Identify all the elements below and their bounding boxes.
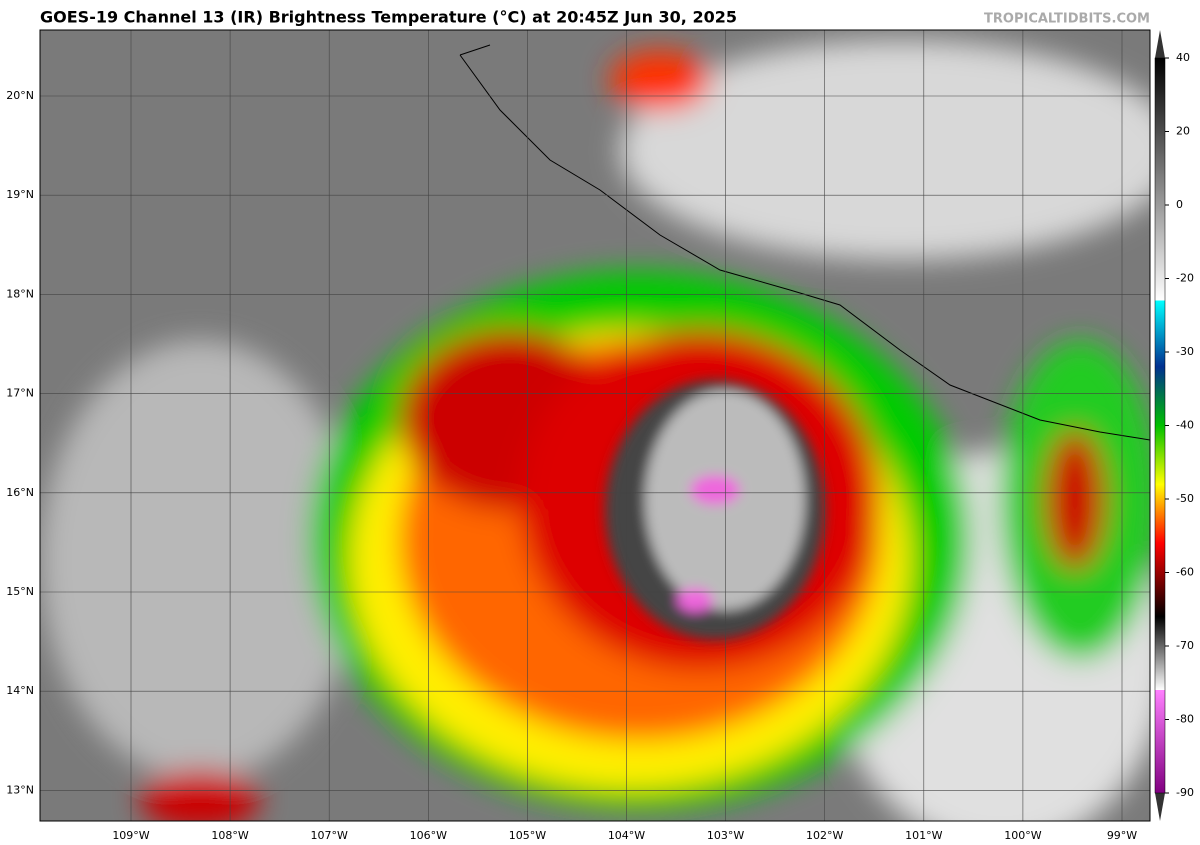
colorbar-tick-label: -90: [1176, 786, 1194, 799]
colorbar-tick-label: -60: [1176, 566, 1194, 579]
colorbar-tick-label: -50: [1176, 492, 1194, 505]
lat-label: 17°N: [6, 387, 34, 400]
colorbar-tick-label: -80: [1176, 713, 1194, 726]
credit: TROPICALTIDBITS.COM: [984, 12, 1150, 27]
lat-label: 16°N: [6, 486, 34, 499]
colorbar-tick-label: 0: [1176, 198, 1183, 211]
colorbar-tick-label: 40: [1176, 51, 1190, 64]
coastline: [459, 44, 1150, 441]
lon-label: 108°W: [211, 829, 248, 842]
imagery: [40, 30, 1150, 821]
lon-label: 104°W: [608, 829, 645, 842]
colorbar-tick-label: -20: [1176, 272, 1194, 285]
lon-label: 109°W: [112, 829, 149, 842]
lon-label: 101°W: [905, 829, 942, 842]
lon-label: 99°W: [1107, 829, 1137, 842]
lon-label: 100°W: [1004, 829, 1041, 842]
lat-label: 15°N: [6, 585, 34, 598]
lat-label: 20°N: [6, 89, 34, 102]
lon-label: 105°W: [509, 829, 546, 842]
colorbar: [1154, 57, 1166, 794]
title: GOES-19 Channel 13 (IR) Brightness Tempe…: [40, 8, 737, 27]
colorbar-tick-label: -30: [1176, 345, 1194, 358]
map-frame: [39, 29, 1151, 822]
lon-label: 107°W: [311, 829, 348, 842]
colorbar-tick-label: -40: [1176, 419, 1194, 432]
lon-label: 102°W: [806, 829, 843, 842]
lon-label: 103°W: [707, 829, 744, 842]
lat-label: 14°N: [6, 684, 34, 697]
colorbar-tick-label: 20: [1176, 125, 1190, 138]
lon-label: 106°W: [410, 829, 447, 842]
graticule: [40, 30, 1150, 821]
lat-label: 18°N: [6, 287, 34, 300]
lat-label: 19°N: [6, 188, 34, 201]
lat-label: 13°N: [6, 783, 34, 796]
colorbar-tick-label: -70: [1176, 639, 1194, 652]
